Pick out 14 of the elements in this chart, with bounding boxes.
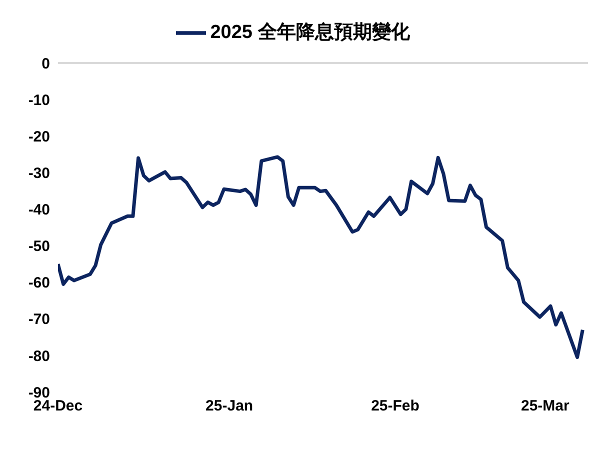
y-tick-label: 0 xyxy=(42,55,50,72)
y-tick-label: -60 xyxy=(28,274,50,292)
y-tick-label: -20 xyxy=(28,128,50,146)
legend-label: 2025 全年降息預期變化 xyxy=(210,22,410,44)
line-series xyxy=(58,155,584,360)
x-tick-label: 25-Mar xyxy=(520,398,570,415)
y-tick-label: -40 xyxy=(28,202,50,219)
y-tick-label: -70 xyxy=(28,311,50,328)
y-tick-label: -30 xyxy=(28,164,50,182)
y-tick-label: -50 xyxy=(28,238,50,256)
y-tick-label: -10 xyxy=(28,92,50,109)
y-tick-label: -80 xyxy=(28,348,50,365)
x-tick-label: 25-Jan xyxy=(206,398,254,415)
x-tick-label: 25-Feb xyxy=(371,398,420,415)
